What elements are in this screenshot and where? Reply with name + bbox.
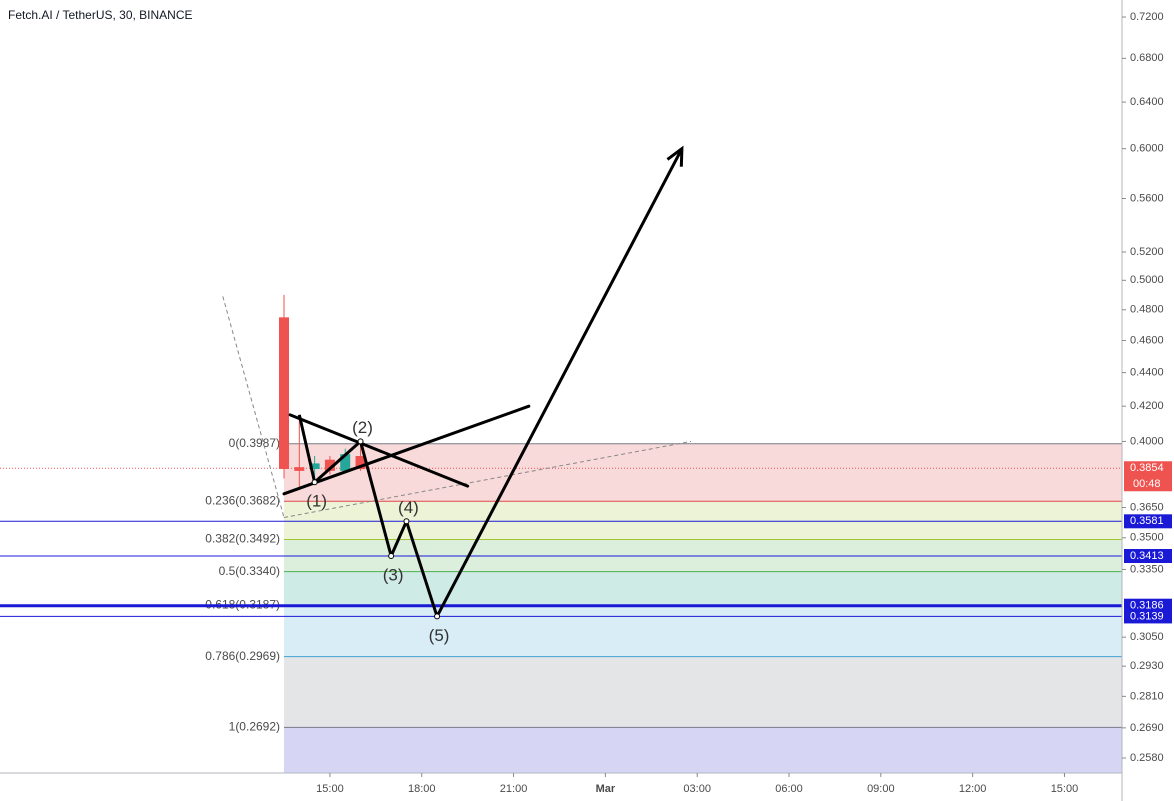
x-tick-label: 09:00 bbox=[867, 783, 895, 795]
y-tick-label: 0.6000 bbox=[1130, 143, 1164, 155]
x-tick-label: 03:00 bbox=[683, 783, 711, 795]
price-label: 0.3413 bbox=[1130, 550, 1164, 562]
y-tick-label: 0.3500 bbox=[1130, 532, 1164, 544]
candle-body bbox=[309, 463, 320, 470]
fib-zone bbox=[284, 571, 1122, 606]
y-tick-label: 0.5200 bbox=[1130, 246, 1164, 258]
fib-label: 1(0.2692) bbox=[229, 720, 280, 734]
wave-label: (5) bbox=[429, 626, 450, 645]
x-tick-label: 21:00 bbox=[500, 783, 528, 795]
wave-point bbox=[434, 613, 441, 620]
fib-zone bbox=[284, 656, 1122, 728]
fib-label: 0(0.3987) bbox=[229, 436, 280, 450]
x-tick-label: 06:00 bbox=[775, 783, 803, 795]
y-tick-label: 0.3650 bbox=[1130, 501, 1164, 513]
x-tick-label: 18:00 bbox=[408, 783, 436, 795]
last-price-box bbox=[1124, 461, 1172, 492]
price-label: 0.3186 bbox=[1130, 600, 1164, 612]
y-tick-label: 0.2690 bbox=[1130, 722, 1164, 734]
wave-point bbox=[357, 438, 364, 445]
wave-label: (1) bbox=[306, 492, 327, 511]
y-tick-label: 0.2930 bbox=[1130, 660, 1164, 672]
y-tick-label: 0.6800 bbox=[1130, 52, 1164, 64]
y-tick-label: 0.4200 bbox=[1130, 400, 1164, 412]
extension-zone bbox=[284, 727, 1122, 773]
chart-title: Fetch.AI / TetherUS, 30, BINANCE bbox=[8, 8, 193, 22]
wave-point bbox=[388, 553, 395, 560]
time-axis bbox=[0, 773, 1122, 801]
price-label-box bbox=[1124, 549, 1172, 564]
candle-body bbox=[340, 454, 351, 471]
dashed-line bbox=[283, 440, 692, 518]
price-axis bbox=[1122, 0, 1174, 801]
y-tick-label: 0.5600 bbox=[1130, 192, 1164, 204]
price-label-box bbox=[1124, 609, 1172, 624]
price-label: 0.3581 bbox=[1130, 515, 1164, 527]
fib-label: 0.5(0.3340) bbox=[219, 564, 280, 578]
y-tick-label: 0.7200 bbox=[1130, 11, 1164, 23]
x-tick-label: Mar bbox=[596, 783, 616, 795]
x-tick-label: 15:00 bbox=[1051, 783, 1079, 795]
fib-label: 0.382(0.3492) bbox=[205, 532, 280, 546]
price-label: 0.3139 bbox=[1130, 610, 1164, 622]
y-tick-label: 0.4000 bbox=[1130, 435, 1164, 447]
trend-line bbox=[282, 404, 531, 496]
y-tick-label: 0.3050 bbox=[1130, 631, 1164, 643]
candle-body bbox=[279, 317, 290, 470]
fib-zone bbox=[284, 443, 1122, 502]
y-tick-label: 0.4400 bbox=[1130, 367, 1164, 379]
wave-point bbox=[311, 479, 318, 486]
wave-point bbox=[403, 518, 410, 525]
wave-label: (2) bbox=[352, 418, 373, 437]
wave-label: (4) bbox=[398, 498, 419, 517]
last-price-label: 0.3854 bbox=[1130, 462, 1164, 474]
y-tick-label: 0.2810 bbox=[1130, 690, 1164, 702]
y-tick-label: 0.4600 bbox=[1130, 334, 1164, 346]
arrow-head bbox=[666, 145, 684, 167]
price-label-box bbox=[1124, 514, 1172, 529]
fib-label: 0.236(0.3682) bbox=[205, 493, 280, 507]
y-tick-label: 0.6400 bbox=[1130, 96, 1164, 108]
trend-line bbox=[288, 413, 470, 488]
y-tick-label: 0.2580 bbox=[1130, 752, 1164, 764]
y-tick-label: 0.4800 bbox=[1130, 304, 1164, 316]
candle-body bbox=[294, 467, 305, 471]
wave-label: (3) bbox=[383, 565, 404, 584]
dashed-line bbox=[222, 296, 285, 518]
y-tick-label: 0.3350 bbox=[1130, 563, 1164, 575]
fib-zone bbox=[284, 605, 1122, 657]
price-label-box bbox=[1124, 598, 1172, 613]
countdown: 00:48 bbox=[1133, 478, 1161, 490]
candle-body bbox=[324, 459, 335, 471]
y-tick-label: 0.5000 bbox=[1130, 274, 1164, 286]
candle-body bbox=[355, 456, 366, 470]
x-tick-label: 12:00 bbox=[959, 783, 987, 795]
fib-label: 0.786(0.2969) bbox=[205, 649, 280, 663]
fib-zone bbox=[284, 501, 1122, 540]
x-tick-label: 15:00 bbox=[316, 783, 344, 795]
